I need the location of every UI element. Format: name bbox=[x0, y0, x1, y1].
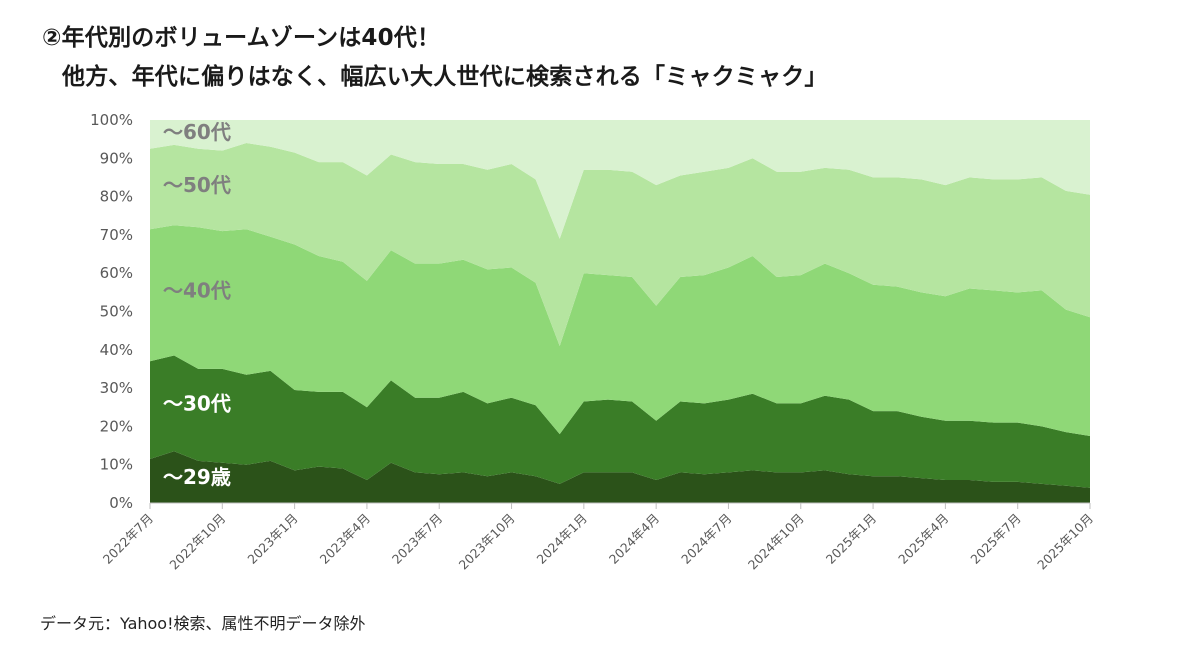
y-tick-label: 20% bbox=[100, 417, 133, 435]
x-tick-label: 2025年10月 bbox=[1034, 511, 1096, 573]
y-tick-label: 50% bbox=[100, 303, 133, 321]
x-tick-label: 2024年1月 bbox=[534, 511, 590, 567]
area-series-2 bbox=[150, 225, 1090, 436]
series-label: ～30代 bbox=[163, 391, 231, 415]
y-tick-label: 30% bbox=[100, 379, 133, 397]
series-label: ～60代 bbox=[163, 120, 231, 144]
x-tick-label: 2024年10月 bbox=[745, 511, 807, 573]
x-tick-label: 2023年7月 bbox=[389, 511, 445, 567]
y-tick-label: 90% bbox=[100, 149, 133, 167]
series-label: ～50代 bbox=[163, 173, 231, 197]
x-tick-label: 2024年4月 bbox=[606, 511, 662, 567]
x-tick-label: 2025年1月 bbox=[823, 511, 879, 567]
y-tick-label: 80% bbox=[100, 188, 133, 206]
area-series-4 bbox=[150, 120, 1090, 239]
series-label: ～40代 bbox=[163, 278, 231, 302]
y-tick-label: 100% bbox=[90, 111, 133, 129]
stacked-area-chart: 0% 10% 20% 30% 40% 50% 60% 70% 80% 90% 100% 2022年7… bbox=[90, 111, 1096, 573]
y-tick-label: 0% bbox=[109, 494, 133, 512]
area-layers bbox=[150, 120, 1090, 503]
area-series-3 bbox=[150, 143, 1090, 346]
x-tick-label: 2025年7月 bbox=[967, 511, 1023, 567]
x-axis: 2022年7月 2022年10月 2023年1月 2023年4月 2023年7月 2023… bbox=[100, 502, 1096, 573]
x-tick-label: 2023年4月 bbox=[317, 511, 373, 567]
y-tick-label: 70% bbox=[100, 226, 133, 244]
x-tick-label: 2025年4月 bbox=[895, 511, 951, 567]
x-tick-label: 2023年10月 bbox=[456, 511, 518, 573]
x-tick-label: 2023年1月 bbox=[244, 511, 300, 567]
series-labels: ～29歳 ～30代 ～40代 ～50代 ～60代 bbox=[163, 120, 231, 489]
y-tick-label: 40% bbox=[100, 341, 133, 359]
chart-title-line2: 他方、年代に偏りはなく、幅広い大人世代に検索される「ミャクミャク」 bbox=[62, 64, 828, 90]
area-series-0 bbox=[150, 451, 1090, 503]
series-label: ～29歳 bbox=[163, 465, 231, 489]
data-source-note: データ元：Yahoo!検索、属性不明データ除外 bbox=[40, 614, 366, 633]
x-tick-label: 2022年10月 bbox=[166, 511, 228, 573]
y-axis: 0% 10% 20% 30% 40% 50% 60% 70% 80% 90% 100% bbox=[90, 111, 133, 512]
area-series-1 bbox=[150, 355, 1090, 488]
x-tick-label: 2022年7月 bbox=[100, 511, 156, 567]
x-tick-label: 2024年7月 bbox=[678, 511, 734, 567]
y-tick-label: 60% bbox=[100, 264, 133, 282]
y-tick-label: 10% bbox=[100, 456, 133, 474]
chart-title-line1: ②年代別のボリュームゾーンは40代！ bbox=[42, 25, 441, 51]
